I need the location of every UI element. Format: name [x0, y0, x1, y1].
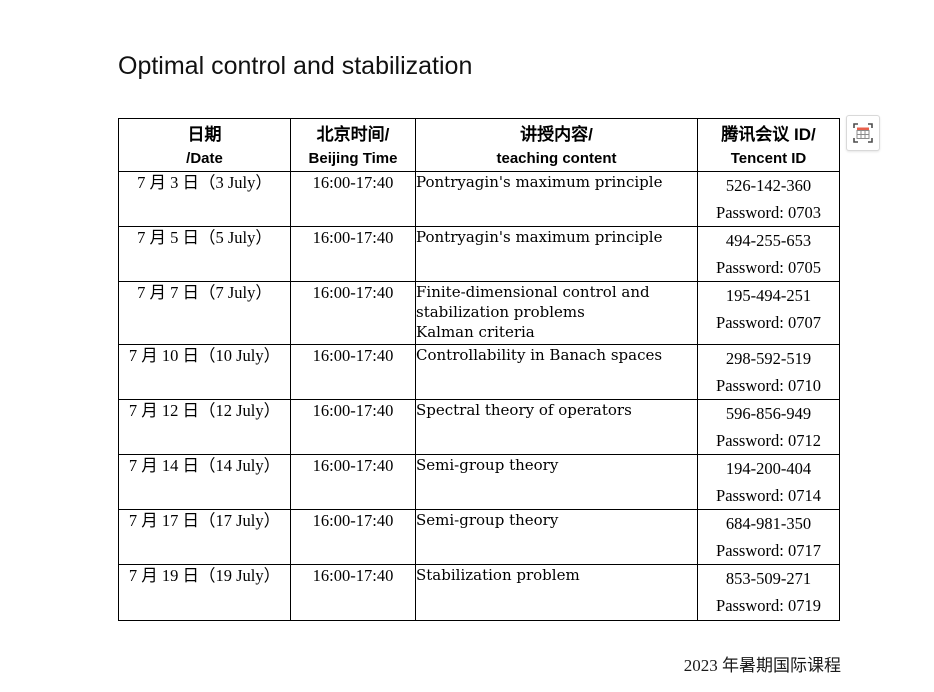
header-date-en: /Date — [186, 150, 223, 167]
tencent-id-cell: 526-142-360 Password: 0703 — [697, 171, 840, 227]
table-row: 7 月 5 日（5 July） 16:00-17:40 Pontryagin's… — [118, 226, 840, 282]
table-row: 7 月 7 日（7 July） 16:00-17:40 Finite-dimen… — [118, 281, 840, 345]
date-cell: 7 月 12 日（12 July） — [118, 399, 291, 455]
meeting-password: Password: 0719 — [716, 596, 821, 615]
meeting-id: 194-200-404 — [725, 459, 812, 478]
tencent-id-cell: 853-509-271 Password: 0719 — [697, 564, 840, 621]
content-cell: Pontryagin's maximum principle — [415, 226, 698, 282]
page-title: Optimal control and stabilization — [118, 52, 473, 80]
header-date-zh: 日期 — [187, 125, 222, 144]
meeting-id: 195-494-251 — [725, 286, 812, 305]
content-cell: Stabilization problem — [415, 564, 698, 621]
meeting-password: Password: 0703 — [716, 203, 821, 222]
table-header-row: 日期 /Date 北京时间/ Beijing Time 讲授内容/ teachi… — [118, 118, 840, 172]
meeting-password: Password: 0714 — [716, 486, 821, 505]
table-row: 7 月 12 日（12 July） 16:00-17:40 Spectral t… — [118, 399, 840, 455]
tencent-id-cell: 298-592-519 Password: 0710 — [697, 344, 840, 400]
content-cell: Finite-dimensional control and stabiliza… — [415, 281, 698, 345]
header-teaching-content: 讲授内容/ teaching content — [415, 118, 698, 172]
table-row: 7 月 10 日（10 July） 16:00-17:40 Controllab… — [118, 344, 840, 400]
header-tencent-id-en: Tencent ID — [730, 150, 807, 167]
tencent-id-cell: 494-255-653 Password: 0705 — [697, 226, 840, 282]
date-cell: 7 月 14 日（14 July） — [118, 454, 291, 510]
meeting-id: 684-981-350 — [725, 514, 812, 533]
meeting-id: 596-856-949 — [725, 404, 812, 423]
content-cell: Spectral theory of operators — [415, 399, 698, 455]
table-row: 7 月 3 日（3 July） 16:00-17:40 Pontryagin's… — [118, 171, 840, 227]
header-tencent-id: 腾讯会议 ID/ Tencent ID — [697, 118, 840, 172]
time-cell: 16:00-17:40 — [290, 171, 416, 227]
meeting-password: Password: 0707 — [716, 313, 821, 332]
tencent-id-cell: 596-856-949 Password: 0712 — [697, 399, 840, 455]
header-beijing-time-en: Beijing Time — [308, 150, 398, 167]
meeting-id: 526-142-360 — [725, 176, 812, 195]
meeting-id: 298-592-519 — [725, 349, 812, 368]
date-cell: 7 月 10 日（10 July） — [118, 344, 291, 400]
date-cell: 7 月 17 日（17 July） — [118, 509, 291, 565]
date-cell: 7 月 3 日（3 July） — [118, 171, 291, 227]
table-row: 7 月 14 日（14 July） 16:00-17:40 Semi-group… — [118, 454, 840, 510]
footer-course-label: 2023 年暑期国际课程 — [683, 656, 841, 675]
content-cell: Pontryagin's maximum principle — [415, 171, 698, 227]
tencent-id-cell: 684-981-350 Password: 0717 — [697, 509, 840, 565]
table-row: 7 月 19 日（19 July） 16:00-17:40 Stabilizat… — [118, 564, 840, 621]
table-row: 7 月 17 日（17 July） 16:00-17:40 Semi-group… — [118, 509, 840, 565]
header-tencent-id-zh: 腾讯会议 ID/ — [721, 125, 816, 144]
header-teaching-content-zh: 讲授内容/ — [520, 125, 593, 144]
time-cell: 16:00-17:40 — [290, 281, 416, 345]
course-schedule-table: 日期 /Date 北京时间/ Beijing Time 讲授内容/ teachi… — [118, 118, 840, 621]
date-cell: 7 月 19 日（19 July） — [118, 564, 291, 621]
time-cell: 16:00-17:40 — [290, 399, 416, 455]
header-beijing-time: 北京时间/ Beijing Time — [290, 118, 416, 172]
header-date: 日期 /Date — [118, 118, 291, 172]
tencent-id-cell: 195-494-251 Password: 0707 — [697, 281, 840, 345]
meeting-password: Password: 0712 — [716, 431, 821, 450]
meeting-id: 494-255-653 — [725, 231, 812, 250]
content-cell: Controllability in Banach spaces — [415, 344, 698, 400]
time-cell: 16:00-17:40 — [290, 454, 416, 510]
content-cell: Semi-group theory — [415, 454, 698, 510]
date-cell: 7 月 7 日（7 July） — [118, 281, 291, 345]
time-cell: 16:00-17:40 — [290, 344, 416, 400]
table-select-icon — [853, 123, 873, 143]
content-cell: Semi-group theory — [415, 509, 698, 565]
meeting-id: 853-509-271 — [725, 569, 812, 588]
header-beijing-time-zh: 北京时间/ — [316, 125, 390, 144]
time-cell: 16:00-17:40 — [290, 226, 416, 282]
header-teaching-content-en: teaching content — [496, 150, 617, 167]
table-select-button[interactable] — [846, 115, 880, 151]
time-cell: 16:00-17:40 — [290, 509, 416, 565]
time-cell: 16:00-17:40 — [290, 564, 416, 621]
meeting-password: Password: 0710 — [716, 376, 821, 395]
meeting-password: Password: 0705 — [716, 258, 821, 277]
tencent-id-cell: 194-200-404 Password: 0714 — [697, 454, 840, 510]
meeting-password: Password: 0717 — [716, 541, 821, 560]
date-cell: 7 月 5 日（5 July） — [118, 226, 291, 282]
